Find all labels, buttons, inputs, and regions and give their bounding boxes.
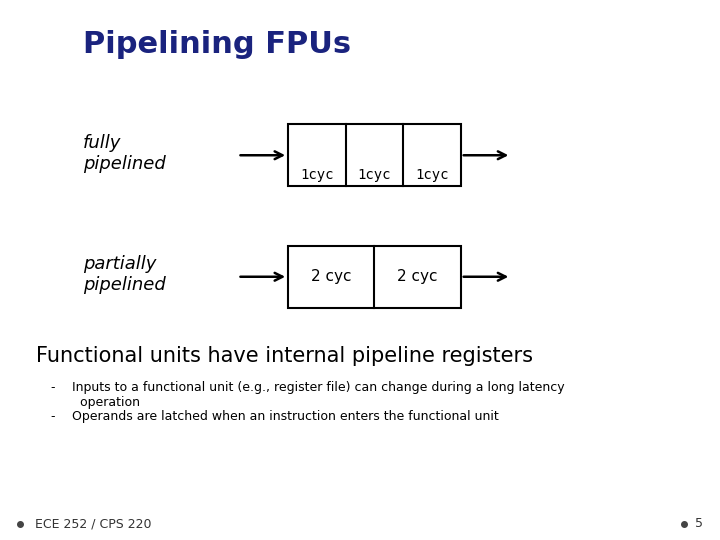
Text: Operands are latched when an instruction enters the functional unit: Operands are latched when an instruction… bbox=[72, 410, 499, 423]
Text: 2 cyc: 2 cyc bbox=[397, 269, 438, 284]
Text: 1cyc: 1cyc bbox=[358, 168, 391, 182]
Bar bbox=[288, 124, 461, 186]
Text: 1cyc: 1cyc bbox=[300, 168, 333, 182]
Text: Pipelining FPUs: Pipelining FPUs bbox=[83, 30, 351, 59]
Text: Inputs to a functional unit (e.g., register file) can change during a long laten: Inputs to a functional unit (e.g., regis… bbox=[72, 381, 564, 409]
Text: 5: 5 bbox=[695, 517, 703, 530]
Text: fully
pipelined: fully pipelined bbox=[83, 134, 166, 173]
Text: Functional units have internal pipeline registers: Functional units have internal pipeline … bbox=[36, 346, 533, 366]
Text: partially
pipelined: partially pipelined bbox=[83, 255, 166, 294]
Bar bbox=[288, 246, 461, 308]
Text: -: - bbox=[50, 381, 55, 394]
Text: 1cyc: 1cyc bbox=[415, 168, 449, 182]
Text: -: - bbox=[50, 410, 55, 423]
Text: ECE 252 / CPS 220: ECE 252 / CPS 220 bbox=[35, 517, 151, 530]
Text: 2 cyc: 2 cyc bbox=[311, 269, 351, 284]
